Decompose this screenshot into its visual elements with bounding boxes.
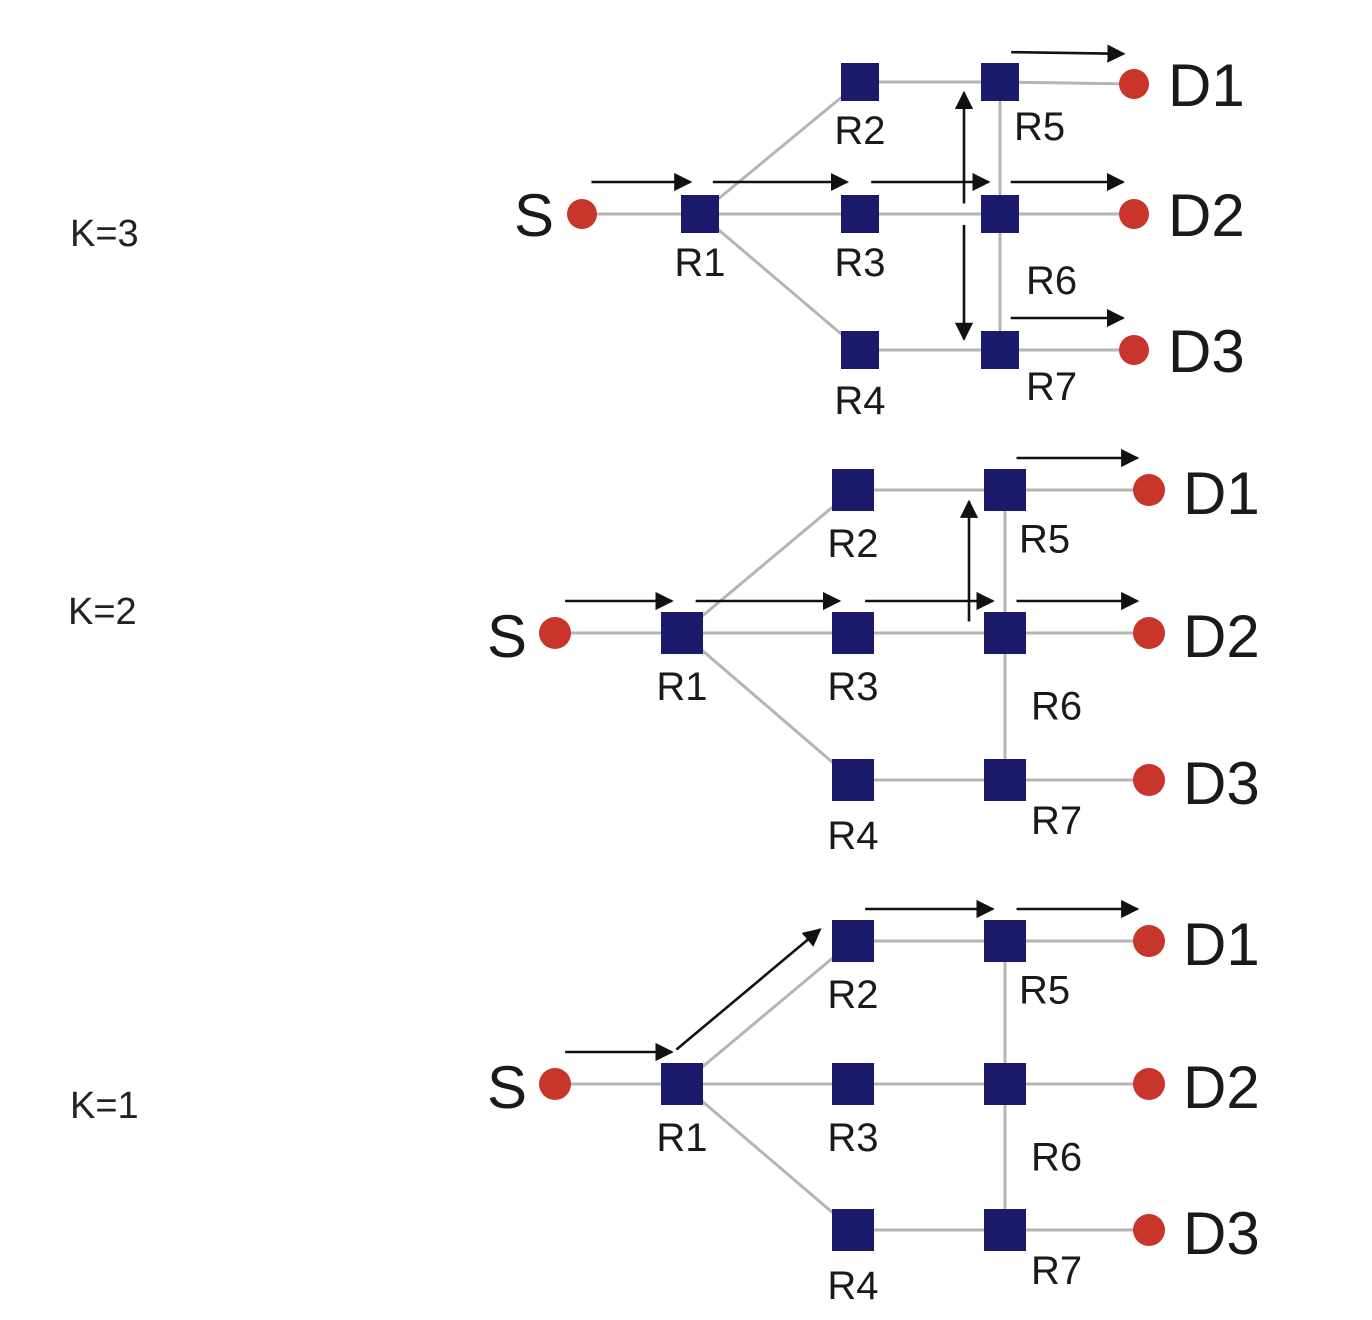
router-label-R4: R4	[827, 1264, 878, 1308]
source-node	[567, 199, 597, 229]
link-R1-R2	[681, 488, 854, 635]
router-R3	[832, 612, 874, 654]
router-label-R2: R2	[827, 522, 878, 566]
router-R6	[981, 195, 1019, 233]
router-label-R1: R1	[674, 241, 725, 285]
router-label-R7: R7	[1026, 365, 1077, 409]
router-R2	[832, 469, 874, 511]
router-R1	[661, 612, 703, 654]
destination-D3	[1133, 1214, 1165, 1246]
destination-label-D3: D3	[1183, 1200, 1260, 1267]
panel-K=3: K=3 R1 R2 R3 R4 R5 R6 R7 S D1 D2 D3	[70, 44, 1245, 423]
router-label-R1: R1	[656, 665, 707, 709]
router-label-R7: R7	[1031, 799, 1082, 843]
destination-label-D1: D1	[1183, 460, 1260, 527]
router-label-R5: R5	[1019, 969, 1070, 1013]
panel-K=2: K=2 R1 R2 R3 R4 R5 R6 R7 S D1 D2 D3	[68, 448, 1260, 858]
router-R6	[984, 1063, 1026, 1105]
link-R5-D1	[999, 80, 1135, 86]
source-label: S	[514, 182, 554, 249]
destination-D3	[1133, 764, 1165, 796]
router-R4	[841, 331, 879, 369]
router-R5	[984, 469, 1026, 511]
link-R1-R4	[681, 631, 854, 782]
source-node	[539, 617, 571, 649]
router-R7	[984, 1209, 1026, 1251]
router-label-R7: R7	[1031, 1249, 1082, 1293]
k-label: K=1	[70, 1085, 139, 1127]
destination-label-D3: D3	[1168, 318, 1245, 385]
router-R3	[832, 1063, 874, 1105]
router-label-R6: R6	[1031, 684, 1082, 728]
destination-D2	[1119, 199, 1149, 229]
router-R6	[984, 612, 1026, 654]
router-R5	[981, 63, 1019, 101]
destination-D1	[1133, 474, 1165, 506]
router-R7	[984, 759, 1026, 801]
destination-label-D2: D2	[1183, 603, 1260, 670]
destination-D1	[1133, 925, 1165, 957]
link-R1-R4	[699, 212, 861, 352]
destination-D3	[1119, 335, 1149, 365]
destination-label-D2: D2	[1183, 1054, 1260, 1121]
router-label-R3: R3	[827, 1116, 878, 1160]
router-R5	[984, 920, 1026, 962]
panel-K=1: K=1 R1 R2 R3 R4 R5 R6 R7 S D1 D2 D3	[70, 899, 1260, 1308]
router-label-R3: R3	[834, 241, 885, 285]
link-R1-R2	[681, 939, 854, 1086]
router-label-R2: R2	[827, 973, 878, 1017]
destination-D2	[1133, 617, 1165, 649]
router-label-R4: R4	[834, 379, 885, 423]
router-label-R6: R6	[1031, 1135, 1082, 1179]
source-node	[539, 1068, 571, 1100]
router-label-R1: R1	[656, 1116, 707, 1160]
router-R4	[832, 1209, 874, 1251]
router-R1	[681, 195, 719, 233]
router-label-R3: R3	[827, 665, 878, 709]
source-label: S	[487, 1054, 527, 1121]
router-label-R5: R5	[1014, 105, 1065, 149]
flow-arrow-R1-R2	[675, 928, 822, 1051]
router-R2	[841, 63, 879, 101]
k-label: K=3	[70, 213, 139, 255]
flow-arrow-R5-D1	[1011, 44, 1126, 63]
router-label-R4: R4	[827, 814, 878, 858]
destination-label-D1: D1	[1183, 911, 1260, 978]
link-R1-R4	[681, 1082, 854, 1232]
router-label-R2: R2	[834, 109, 885, 153]
destination-D2	[1133, 1068, 1165, 1100]
router-R4	[832, 759, 874, 801]
source-label: S	[487, 603, 527, 670]
router-R3	[841, 195, 879, 233]
link-R1-R2	[699, 80, 861, 216]
k-label: K=2	[68, 591, 137, 633]
router-R2	[832, 920, 874, 962]
router-label-R6: R6	[1026, 259, 1077, 303]
destination-label-D1: D1	[1168, 52, 1245, 119]
destination-label-D3: D3	[1183, 750, 1260, 817]
router-label-R5: R5	[1019, 518, 1070, 562]
destination-label-D2: D2	[1168, 182, 1245, 249]
router-R1	[661, 1063, 703, 1105]
destination-D1	[1119, 69, 1149, 99]
router-R7	[981, 331, 1019, 369]
